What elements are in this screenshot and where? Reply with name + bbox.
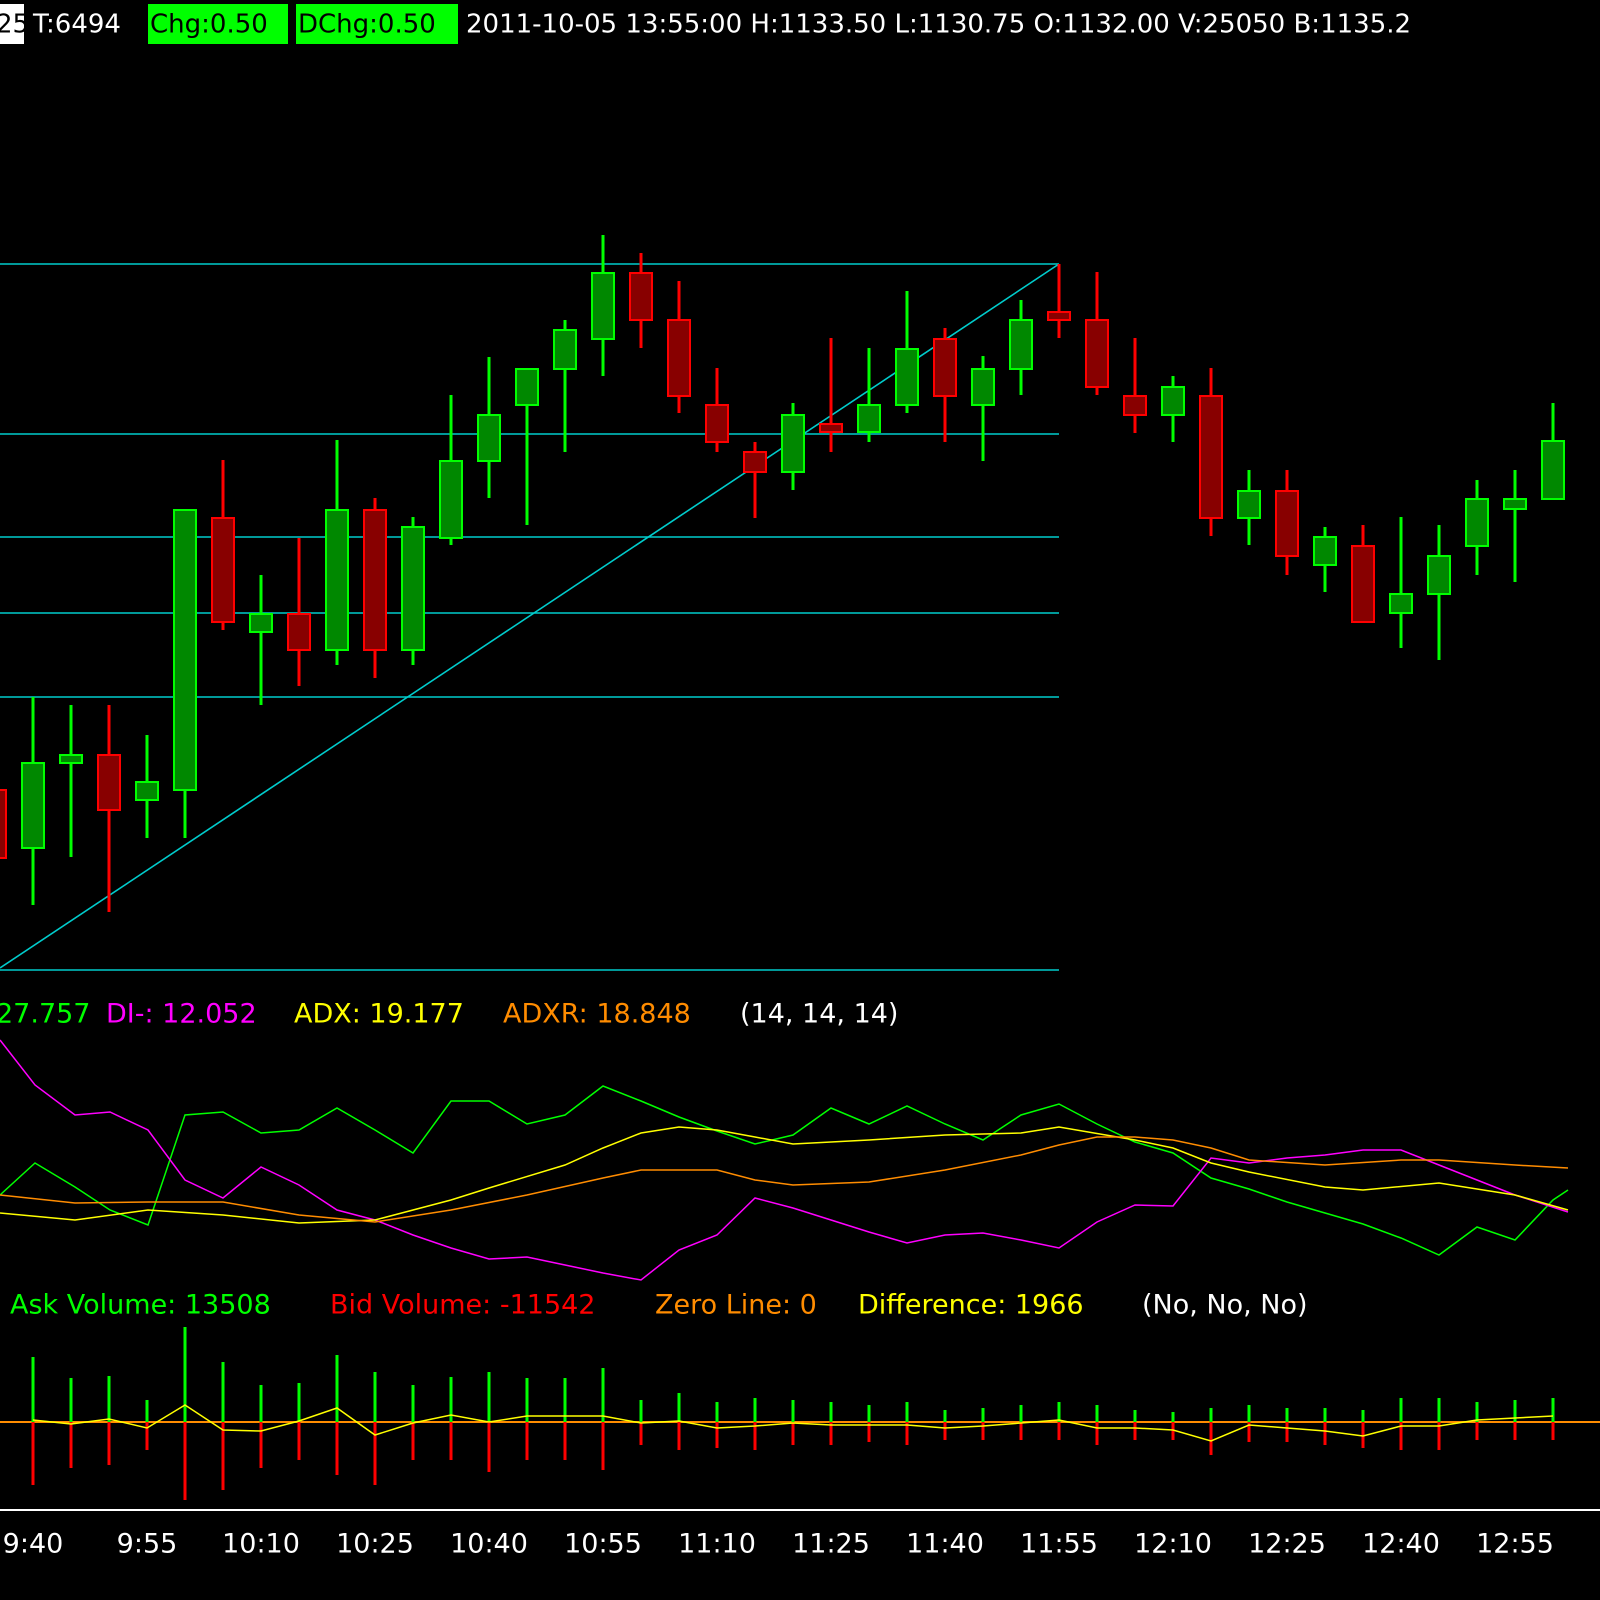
legend-item: Bid Volume: -11542: [330, 1290, 595, 1321]
candle-body: [1123, 395, 1147, 416]
x-tick-label: 11:10: [678, 1529, 756, 1560]
candle-body: [781, 414, 805, 473]
candle-body: [1503, 498, 1527, 510]
header-item: DChg:0.50: [298, 10, 436, 40]
legend-item: DI-: 12.052: [106, 999, 257, 1030]
x-tick-label: 10:40: [450, 1529, 528, 1560]
legend-item: 27.757: [0, 999, 90, 1030]
candle-body: [287, 613, 311, 651]
candle-body: [971, 368, 995, 406]
legend-item: (14, 14, 14): [740, 999, 898, 1030]
candle-body: [1541, 440, 1565, 500]
difference-line: [32, 1404, 1554, 1442]
legend-item: Difference: 1966: [858, 1290, 1084, 1321]
candle-body: [629, 272, 653, 321]
candle-body: [515, 368, 539, 406]
candle-body: [1427, 555, 1451, 595]
x-tick-label: 12:25: [1248, 1529, 1326, 1560]
header-box: [296, 4, 458, 44]
candle-body: [553, 329, 577, 370]
candle-body: [1313, 536, 1337, 566]
x-tick-label: 10:55: [564, 1529, 642, 1560]
legend-item: (No, No, No): [1142, 1290, 1308, 1321]
candle-body: [1351, 545, 1375, 623]
candle-body: [1161, 386, 1185, 416]
header-item: 25: [0, 10, 29, 40]
candle-body: [743, 451, 767, 473]
header: 25 T:6494 Chg:0.50 DChg:0.50 2011-10-05 …: [0, 10, 1411, 40]
x-tick-label: 10:25: [336, 1529, 414, 1560]
di-minus-line: [0, 1039, 1569, 1281]
adx-lines: [0, 1039, 1569, 1281]
candle-body: [895, 348, 919, 406]
legend-item: Ask Volume: 13508: [10, 1290, 271, 1321]
legend-item: ADX: 19.177: [294, 999, 464, 1030]
candle-body: [1465, 498, 1489, 547]
di-plus-line: [0, 1085, 1569, 1256]
candle-body: [401, 526, 425, 651]
candle-body: [819, 423, 843, 433]
candle-body: [325, 509, 349, 651]
header-item: T:6494: [32, 10, 121, 40]
legend-item: ADXR: 18.848: [503, 999, 691, 1030]
x-tick-label: 11:25: [792, 1529, 870, 1560]
header-item: Chg:0.50: [150, 10, 268, 40]
candle-body: [933, 338, 957, 397]
candle-body: [1275, 490, 1299, 557]
candle-body: [0, 789, 7, 859]
candle-body: [1047, 311, 1071, 321]
candle-body: [477, 414, 501, 462]
legend-item: Zero Line: 0: [655, 1290, 817, 1321]
candle-body: [21, 762, 45, 849]
x-tick-label: 12:10: [1134, 1529, 1212, 1560]
candle-body: [59, 754, 83, 764]
candle-body: [667, 319, 691, 397]
candle-body: [173, 509, 197, 791]
candle-body: [97, 754, 121, 811]
adxr-line: [0, 1136, 1569, 1223]
candle-body: [211, 517, 235, 623]
candle-body: [1237, 490, 1261, 519]
x-tick-label: 12:55: [1476, 1529, 1554, 1560]
candle-body: [1389, 593, 1413, 614]
volume-legend: Ask Volume: 13508 Bid Volume: -11542 Zer…: [10, 1290, 1308, 1321]
candle-body: [135, 781, 159, 801]
x-tick-label: 11:40: [906, 1529, 984, 1560]
x-tick-label: 11:55: [1020, 1529, 1098, 1560]
candle-body: [705, 404, 729, 443]
candle-body: [1009, 319, 1033, 370]
candle-body: [363, 509, 387, 651]
candle-body: [439, 460, 463, 539]
header-item: 2011-10-05 13:55:00 H:1133.50 L:1130.75 …: [466, 10, 1411, 40]
x-tick-label: 10:10: [222, 1529, 300, 1560]
adx-legend: 27.757 DI-: 12.052 ADX: 19.177 ADXR: 18.…: [0, 999, 898, 1030]
x-tick-label: 9:55: [117, 1529, 178, 1560]
trend-line: [0, 263, 1060, 969]
x-tick-label: 9:40: [3, 1529, 64, 1560]
candle-body: [591, 272, 615, 340]
candle-body: [1199, 395, 1223, 519]
candle-body: [857, 404, 881, 433]
header-box: [0, 4, 24, 44]
candle-body: [1085, 319, 1109, 388]
candle-body: [249, 613, 273, 633]
adx-line: [0, 1126, 1569, 1224]
x-tick-label: 12:40: [1362, 1529, 1440, 1560]
header-box: [148, 4, 288, 44]
